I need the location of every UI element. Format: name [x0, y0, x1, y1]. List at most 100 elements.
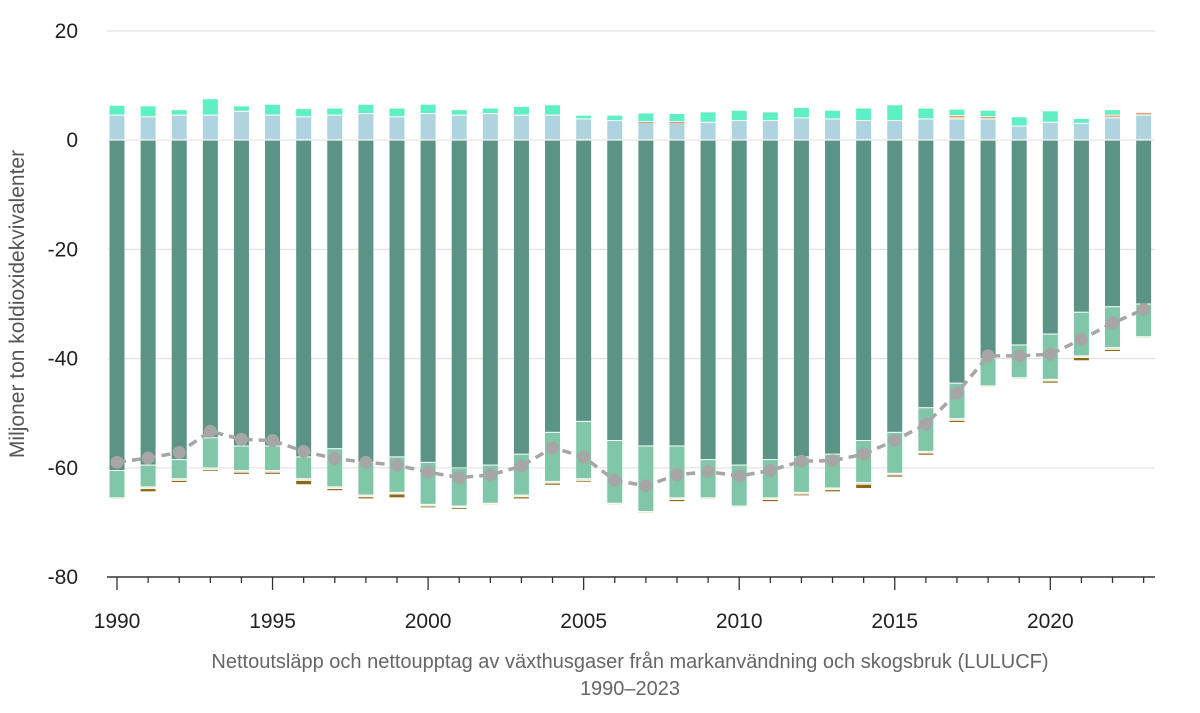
bar-segment [545, 432, 561, 481]
bar-segment [171, 140, 187, 460]
bar-segment [980, 117, 996, 119]
bar-segment [202, 468, 218, 470]
bar-segment [358, 462, 374, 495]
bar-segment [233, 446, 249, 471]
bar-segment [451, 508, 467, 509]
bar-segment [233, 140, 249, 446]
bar-segment [1136, 337, 1152, 339]
bar-segment [669, 122, 685, 123]
bar-segment [1073, 356, 1089, 358]
bar-segment [202, 115, 218, 140]
bar-segment [1136, 140, 1152, 304]
bar-segment [762, 140, 778, 460]
bar-segment [669, 499, 685, 502]
bar-segment [576, 479, 592, 481]
bar-segment [327, 487, 343, 489]
y-axis-label: Miljoner ton koldioxidekvivalenter [6, 150, 29, 458]
bar-segment [638, 446, 654, 511]
bar-segment [793, 492, 809, 494]
bar-segment [265, 140, 281, 446]
bar-segment [420, 104, 436, 113]
y-tick-label: -80 [48, 566, 78, 589]
bar-segment [1105, 348, 1121, 349]
y-tick-label: -60 [48, 457, 78, 480]
net-line-point [608, 473, 622, 487]
bar-segment [109, 115, 125, 140]
bar-segment [545, 481, 561, 483]
net-line-point [266, 434, 280, 447]
bar-segment [1042, 379, 1058, 381]
bar-segment [825, 119, 841, 140]
bar-segment [607, 503, 623, 505]
bar-segment [856, 108, 872, 121]
bar-segment [856, 121, 872, 140]
bar-segment [918, 119, 934, 140]
bar-segment [731, 506, 747, 508]
bar-segment [825, 140, 841, 454]
bar-segment [140, 489, 156, 492]
bar-segment [545, 115, 561, 140]
net-line-point [670, 468, 684, 482]
bar-segment [576, 115, 592, 119]
bar-segment [887, 473, 903, 475]
bar-segment [731, 110, 747, 121]
bar-segment [1105, 118, 1121, 140]
bar-segment [1073, 140, 1089, 312]
bar-segment [949, 140, 965, 383]
net-line-point [950, 386, 964, 400]
bar-segment [265, 472, 281, 474]
bar-segment [265, 446, 281, 471]
bar-segment [669, 140, 685, 446]
y-tick-label: -20 [48, 238, 78, 261]
net-line-point [483, 468, 497, 482]
net-line-point [234, 432, 248, 446]
bar-segment [669, 122, 685, 140]
net-line-point [732, 469, 746, 483]
bar-segment [607, 121, 623, 140]
bar-segment [296, 457, 312, 479]
bar-segment [887, 140, 903, 432]
bar-segment [980, 110, 996, 117]
bar-segment [669, 498, 685, 500]
net-line-point [794, 454, 808, 468]
bar-segment [887, 105, 903, 121]
bar-segment [451, 115, 467, 140]
bar-segment [1136, 112, 1152, 114]
bar-segment [607, 140, 623, 440]
net-line-point [297, 444, 311, 458]
bar-segment [389, 492, 405, 494]
net-line-point [826, 454, 840, 468]
bar-segment [1042, 122, 1058, 140]
bar-segment [296, 109, 312, 117]
bar-segment [825, 110, 841, 119]
net-line-point [452, 471, 466, 485]
bar-segment [576, 421, 592, 479]
net-line-point [328, 452, 342, 466]
bar-segment [980, 386, 996, 388]
bar-segment [949, 116, 965, 117]
bar-segment [545, 140, 561, 432]
bar-segment [109, 498, 125, 500]
bar-segment [1011, 126, 1027, 140]
bar-segment [700, 122, 716, 140]
bar-segment [233, 111, 249, 140]
bar-segment [762, 112, 778, 121]
net-line-point [763, 464, 777, 478]
bar-segment [607, 115, 623, 121]
bar-segment [825, 490, 841, 492]
x-tick-label: 2000 [405, 610, 452, 633]
bar-segment [171, 480, 187, 483]
bar-segment [513, 115, 529, 140]
bar-segment [1011, 117, 1027, 126]
net-line-point [981, 349, 995, 363]
chart-caption-years: 1990–2023 [579, 678, 681, 700]
net-line-point [1012, 349, 1026, 363]
bar-segment [576, 140, 592, 421]
bar-segment [358, 495, 374, 497]
bar-segment [451, 110, 467, 115]
y-tick-label: 0 [66, 129, 78, 152]
bar-segment [576, 480, 592, 482]
bar-segment [482, 113, 498, 140]
bar-segment [1042, 381, 1058, 383]
